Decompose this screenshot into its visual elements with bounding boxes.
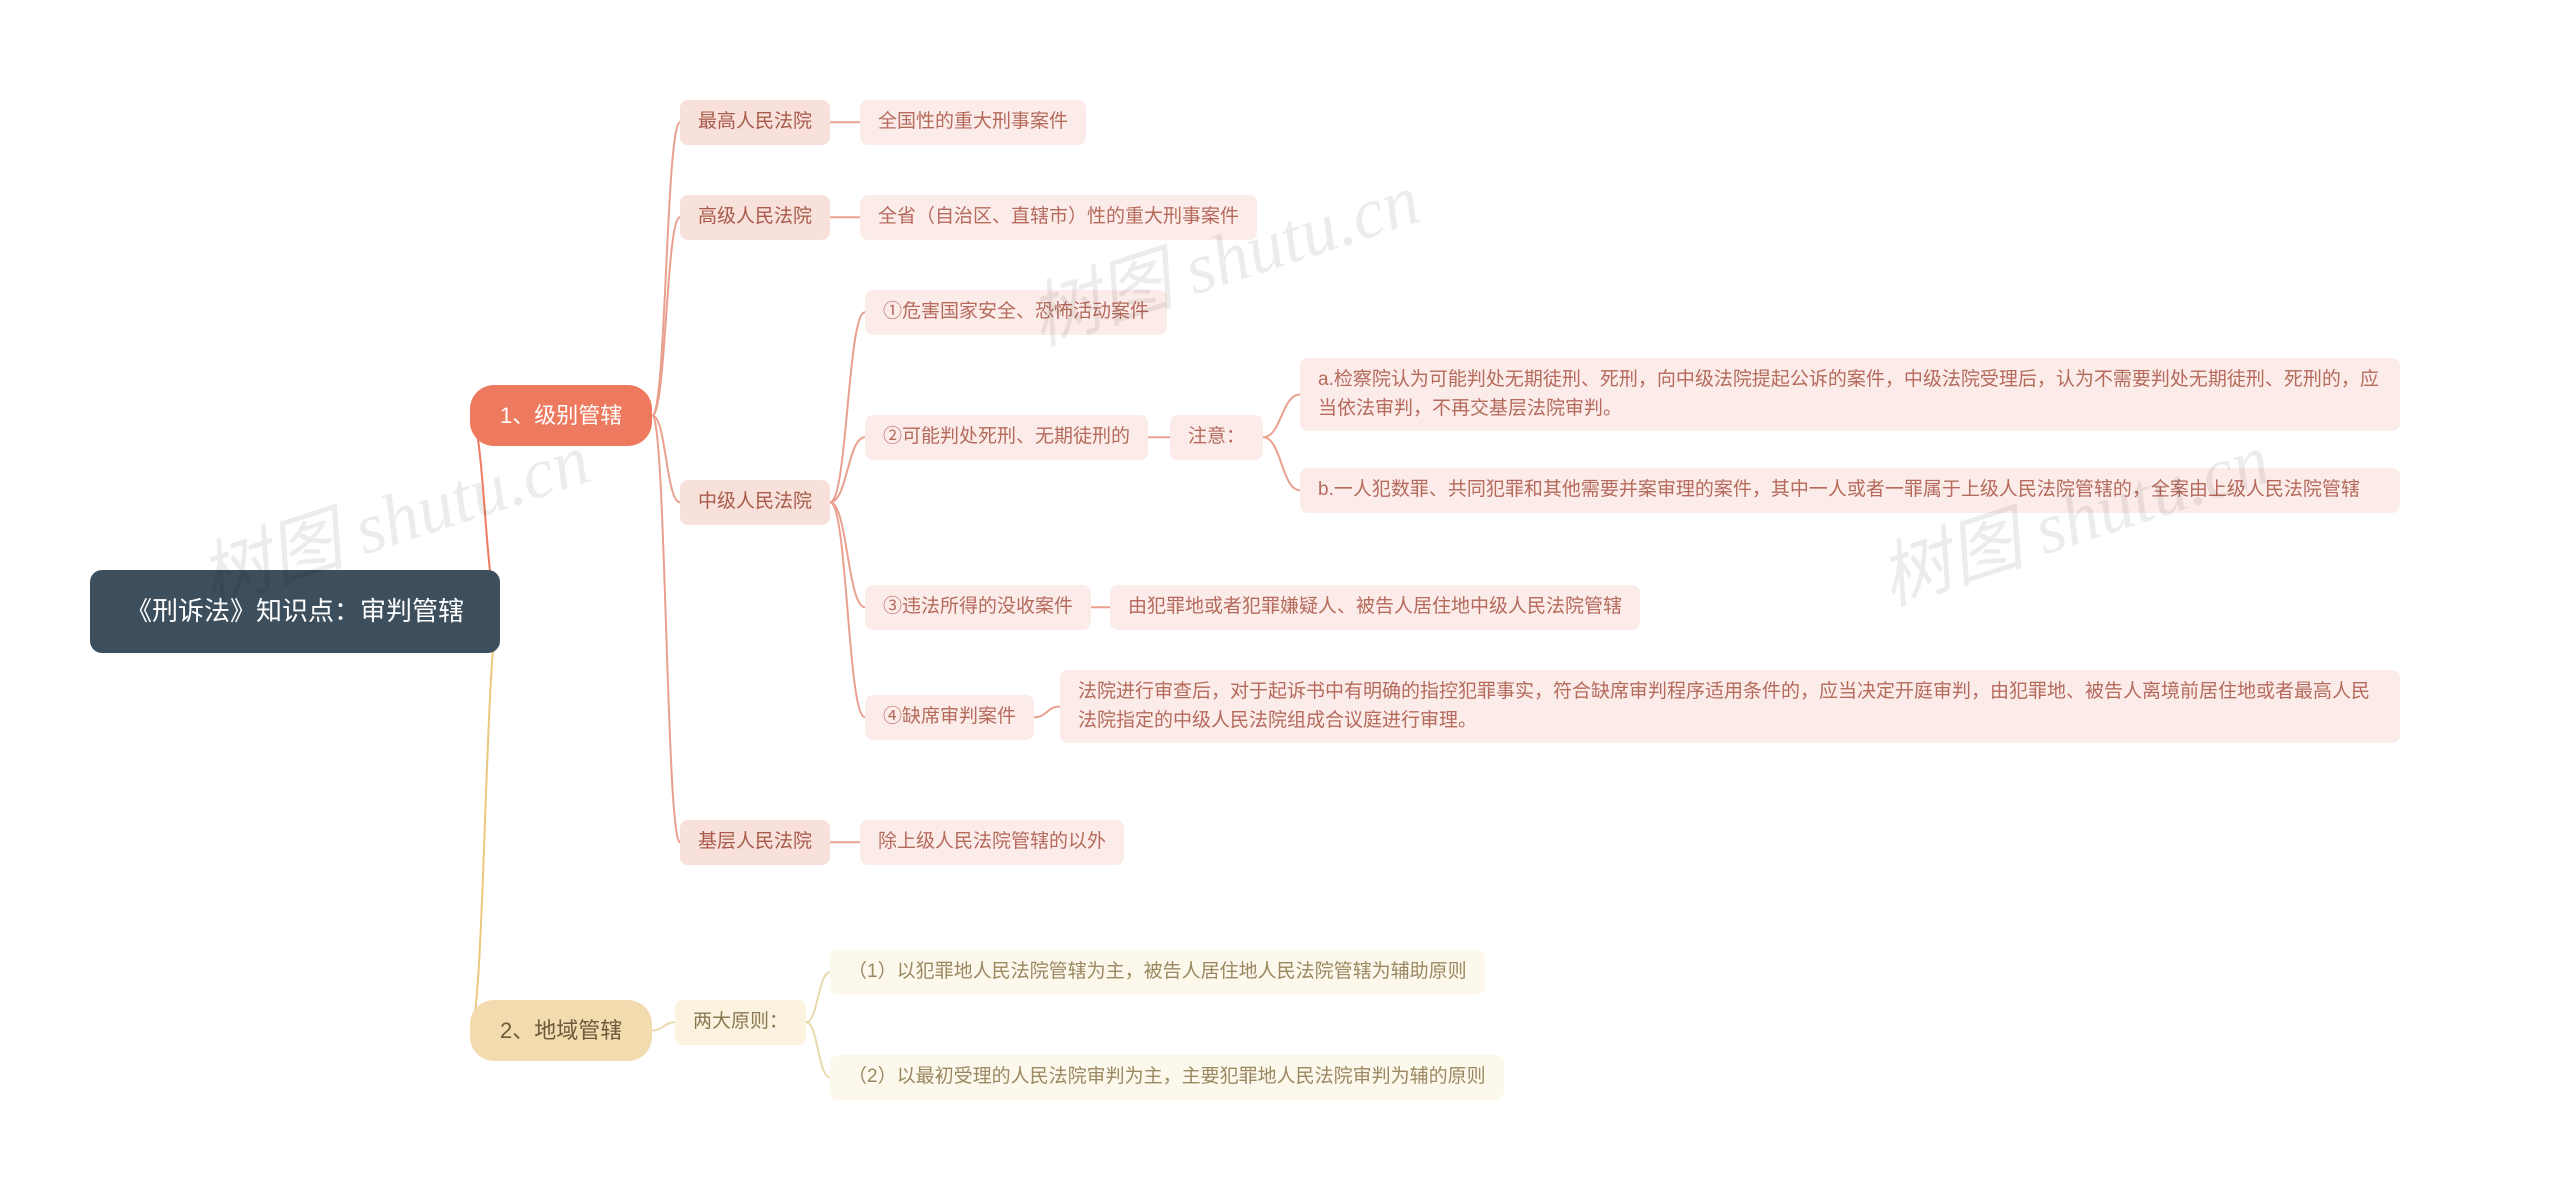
watermark: 树图 shutu.cn: [1864, 400, 2281, 625]
node-label: 《刑诉法》知识点：审判管辖: [126, 592, 464, 631]
node-label: a.检察院认为可能判处无期徒刑、死刑，向中级法院提起公诉的案件，中级法院受理后，…: [1318, 366, 2382, 423]
node-b1: 1、级别管辖: [470, 385, 652, 446]
edge: [652, 1022, 675, 1030]
edge: [652, 416, 680, 503]
node-label: b.一人犯数罪、共同犯罪和其他需要并案审理的案件，其中一人或者一罪属于上级人民法…: [1318, 476, 2360, 505]
edge: [652, 416, 680, 843]
edge: [830, 502, 865, 607]
edge: [470, 612, 500, 1031]
node-label: 两大原则：: [693, 1008, 788, 1037]
node-label: 全国性的重大刑事案件: [878, 108, 1068, 137]
node-c3b1b: b.一人犯数罪、共同犯罪和其他需要并案审理的案件，其中一人或者一罪属于上级人民法…: [1300, 468, 2400, 513]
node-c3b1: 注意：: [1170, 415, 1263, 460]
node-root: 《刑诉法》知识点：审判管辖: [90, 570, 500, 653]
node-label: （2）以最初受理的人民法院审判为主，主要犯罪地人民法院审判为辅的原则: [848, 1063, 1486, 1092]
edge: [806, 972, 830, 1022]
node-c3d1: 法院进行审查后，对于起诉书中有明确的指控犯罪事实，符合缺席审判程序适用条件的，应…: [1060, 670, 2400, 743]
node-d1: 两大原则：: [675, 1000, 806, 1045]
edge: [806, 1022, 830, 1077]
node-label: 除上级人民法院管辖的以外: [878, 828, 1106, 857]
node-c2: 高级人民法院: [680, 195, 830, 240]
node-label: ③违法所得的没收案件: [883, 593, 1073, 622]
edge: [830, 312, 865, 502]
node-c4a: 除上级人民法院管辖的以外: [860, 820, 1124, 865]
node-label: 中级人民法院: [698, 488, 812, 517]
edge: [830, 437, 865, 502]
edge: [652, 122, 680, 415]
edge: [830, 502, 865, 717]
node-d1a: （1）以犯罪地人民法院管辖为主，被告人居住地人民法院管辖为辅助原则: [830, 950, 1485, 995]
edge: [1034, 707, 1060, 718]
node-c3b1a: a.检察院认为可能判处无期徒刑、死刑，向中级法院提起公诉的案件，中级法院受理后，…: [1300, 358, 2400, 431]
edge: [652, 217, 680, 415]
node-c3: 中级人民法院: [680, 480, 830, 525]
node-label: 最高人民法院: [698, 108, 812, 137]
node-label: 注意：: [1188, 423, 1245, 452]
edge: [1263, 437, 1300, 490]
node-c3a: ①危害国家安全、恐怖活动案件: [865, 290, 1167, 335]
node-label: ④缺席审判案件: [883, 703, 1016, 732]
node-c3d: ④缺席审判案件: [865, 695, 1034, 740]
node-c3b: ②可能判处死刑、无期徒刑的: [865, 415, 1148, 460]
node-c1: 最高人民法院: [680, 100, 830, 145]
node-d1b: （2）以最初受理的人民法院审判为主，主要犯罪地人民法院审判为辅的原则: [830, 1055, 1504, 1100]
node-c4: 基层人民法院: [680, 820, 830, 865]
node-label: 基层人民法院: [698, 828, 812, 857]
node-c1a: 全国性的重大刑事案件: [860, 100, 1086, 145]
node-label: 1、级别管辖: [500, 399, 622, 432]
node-label: 2、地域管辖: [500, 1014, 622, 1047]
node-label: 全省（自治区、直辖市）性的重大刑事案件: [878, 203, 1239, 232]
node-label: （1）以犯罪地人民法院管辖为主，被告人居住地人民法院管辖为辅助原则: [848, 958, 1467, 987]
node-label: ①危害国家安全、恐怖活动案件: [883, 298, 1149, 327]
node-label: 法院进行审查后，对于起诉书中有明确的指控犯罪事实，符合缺席审判程序适用条件的，应…: [1078, 678, 2382, 735]
node-label: 高级人民法院: [698, 203, 812, 232]
node-c2a: 全省（自治区、直辖市）性的重大刑事案件: [860, 195, 1257, 240]
edge: [1263, 395, 1300, 438]
node-c3c: ③违法所得的没收案件: [865, 585, 1091, 630]
node-c3c1: 由犯罪地或者犯罪嫌疑人、被告人居住地中级人民法院管辖: [1110, 585, 1640, 630]
node-b2: 2、地域管辖: [470, 1000, 652, 1061]
node-label: 由犯罪地或者犯罪嫌疑人、被告人居住地中级人民法院管辖: [1128, 593, 1622, 622]
node-label: ②可能判处死刑、无期徒刑的: [883, 423, 1130, 452]
